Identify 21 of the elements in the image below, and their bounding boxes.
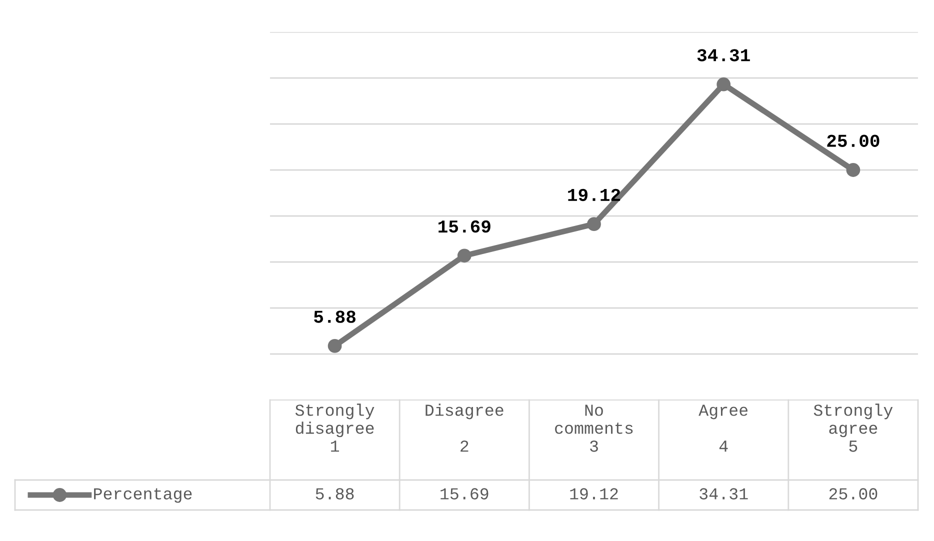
point <box>587 217 601 232</box>
x-tick-label: Strongly agree 5 <box>814 404 893 452</box>
category-label: Disagree 2 <box>426 404 504 452</box>
text: 15.69 <box>438 220 490 233</box>
data-label: 34.31 <box>700 488 748 500</box>
category-label: Agree 4 <box>698 404 748 452</box>
legend-label: Percentage <box>94 488 192 503</box>
data-label: 19.12 <box>570 488 618 500</box>
point <box>846 163 860 177</box>
data-label: 5.88 <box>316 488 354 500</box>
x-tick-label: Strongly disagree 1 <box>295 404 374 452</box>
data-label: 15.69 <box>440 488 488 500</box>
text: 5.88 <box>314 310 356 323</box>
point <box>328 338 342 353</box>
text: 19.12 <box>568 188 620 202</box>
text: 25.00 <box>827 134 880 147</box>
text: 34.31 <box>697 49 750 62</box>
data-label: 25.00 <box>829 488 878 500</box>
point <box>457 248 472 263</box>
point <box>716 77 731 92</box>
x-tick-label: No comments 3 <box>555 404 633 452</box>
